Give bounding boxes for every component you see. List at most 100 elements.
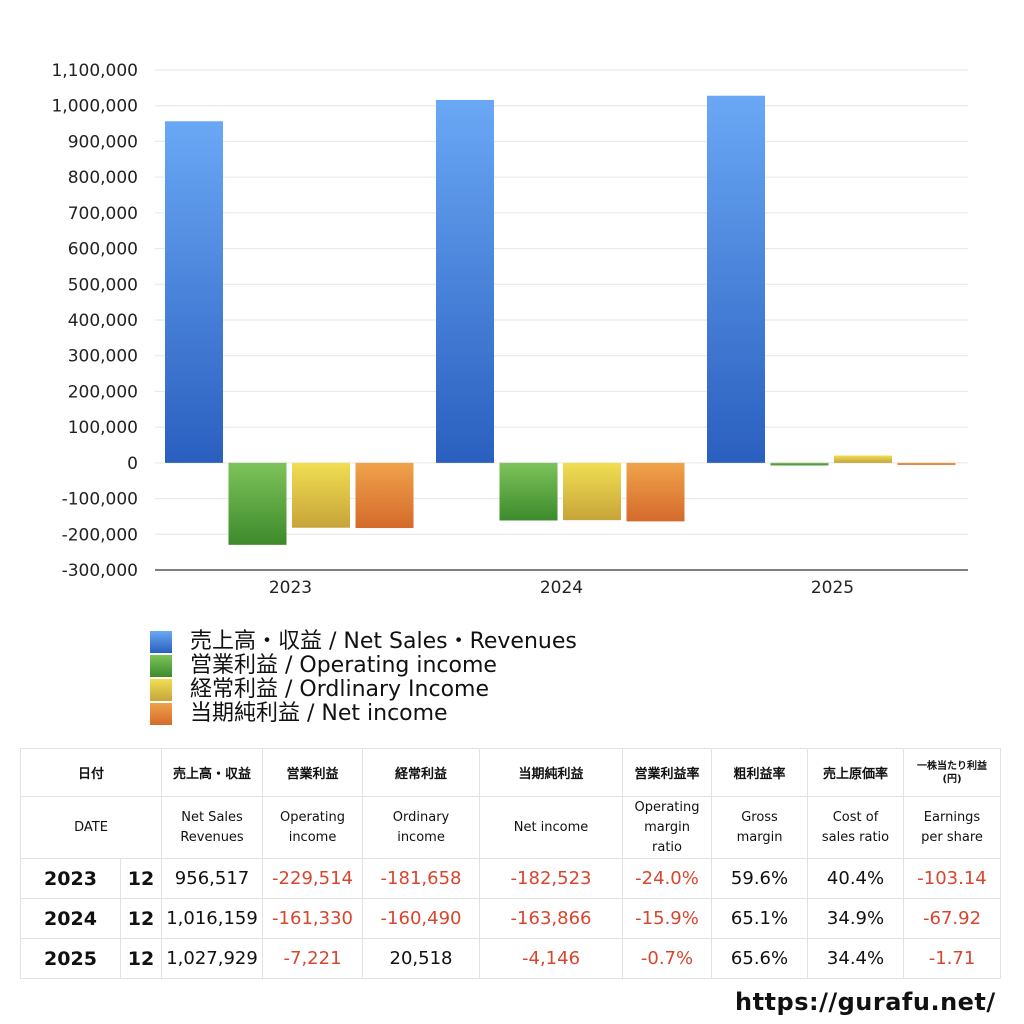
row-month: 12 bbox=[119, 858, 163, 899]
bar-net-sales-2023 bbox=[165, 121, 223, 463]
legend-item-net-income: 当期純利益 / Net income bbox=[150, 702, 577, 726]
legend-swatch-net-income bbox=[150, 703, 172, 725]
legend-item-operating-income: 営業利益 / Operating income bbox=[150, 654, 577, 678]
cell-operating-margin: -24.0% bbox=[622, 858, 713, 899]
cell-operating-income: -161,330 bbox=[262, 898, 364, 939]
bar-chart: 1,100,000 1,000,000 900,000 800,000 700,000 6… bbox=[51, 61, 968, 598]
cell-operating-margin: -0.7% bbox=[622, 938, 713, 979]
legend-item-ordinary-income: 経常利益 / Ordlinary Income bbox=[150, 678, 577, 702]
legend-swatch-ordinary-income bbox=[150, 679, 172, 701]
cell-net-income: -4,146 bbox=[479, 938, 624, 979]
cell-gross-margin: 65.1% bbox=[711, 898, 809, 939]
header-net-income-ja: 当期純利益 bbox=[479, 748, 624, 797]
y-tick-label: 300,000 bbox=[68, 347, 138, 367]
site-url: https://gurafu.net/ bbox=[735, 988, 996, 1016]
header-operating-margin-ja: 営業利益率 bbox=[622, 748, 713, 797]
y-tick-label: -300,000 bbox=[62, 561, 138, 581]
row-month: 12 bbox=[119, 898, 163, 939]
cell-eps: -67.92 bbox=[903, 898, 1002, 939]
header-operating-income-en: Operating income bbox=[262, 796, 364, 859]
bar-operating-income-2025 bbox=[770, 462, 829, 466]
legend-label: 当期純利益 / Net income bbox=[190, 701, 448, 726]
cell-net-sales: 956,517 bbox=[161, 858, 264, 899]
y-tick-label: 900,000 bbox=[68, 132, 138, 152]
table-header-ja: 日付 売上高・収益 営業利益 経常利益 当期純利益 営業利益率 粗利益率 売上原… bbox=[19, 748, 1002, 797]
cell-net-sales: 1,027,929 bbox=[161, 938, 264, 979]
legend-label: 経常利益 / Ordlinary Income bbox=[190, 677, 489, 702]
legend: 売上高・収益 / Net Sales・Revenues 営業利益 / Opera… bbox=[150, 630, 577, 726]
header-operating-margin-en: Operating margin ratio bbox=[622, 796, 713, 859]
header-date-ja: 日付 bbox=[19, 748, 163, 797]
header-date-en: DATE bbox=[19, 796, 163, 859]
y-tick-label: -200,000 bbox=[62, 525, 138, 545]
y-tick-label: 600,000 bbox=[68, 240, 138, 260]
bar-operating-income-2023 bbox=[228, 462, 287, 545]
table-header-en: DATE Net Sales Revenues Operating income… bbox=[19, 796, 1002, 859]
header-net-sales-ja: 売上高・収益 bbox=[161, 748, 264, 797]
x-tick-label: 2025 bbox=[811, 578, 854, 598]
cell-ordinary-income: -181,658 bbox=[362, 858, 481, 899]
bar-operating-income-2024 bbox=[499, 462, 558, 521]
row-year: 2024 bbox=[20, 898, 121, 939]
cell-operating-income: -7,221 bbox=[262, 938, 364, 979]
cell-ordinary-income: 20,518 bbox=[362, 938, 481, 979]
bar-net-income-2023 bbox=[355, 462, 414, 529]
x-axis-tick-labels: 2023 2024 2025 bbox=[269, 578, 854, 598]
header-net-income-en: Net income bbox=[479, 796, 624, 859]
cell-net-income: -163,866 bbox=[479, 898, 624, 939]
cell-cost-of-sales: 34.4% bbox=[807, 938, 905, 979]
bar-net-income-2025 bbox=[897, 462, 956, 465]
table-row: 2024 12 1,016,159 -161,330 -160,490 -163… bbox=[20, 898, 1002, 939]
cell-ordinary-income: -160,490 bbox=[362, 898, 481, 939]
row-year: 2023 bbox=[20, 858, 121, 899]
cell-cost-of-sales: 40.4% bbox=[807, 858, 905, 899]
header-net-sales-en: Net Sales Revenues bbox=[161, 796, 264, 859]
legend-label: 営業利益 / Operating income bbox=[190, 653, 497, 678]
cell-operating-income: -229,514 bbox=[262, 858, 364, 899]
y-axis-tick-labels: 1,100,000 1,000,000 900,000 800,000 700,000 6… bbox=[51, 61, 138, 581]
cell-eps: -103.14 bbox=[903, 858, 1002, 899]
bars bbox=[165, 95, 956, 545]
header-cost-of-sales-en: Cost of sales ratio bbox=[807, 796, 905, 859]
table-row: 2023 12 956,517 -229,514 -181,658 -182,5… bbox=[20, 858, 1002, 899]
y-tick-label: -100,000 bbox=[62, 490, 138, 510]
header-gross-margin-en: Gross margin bbox=[711, 796, 809, 859]
header-ordinary-income-en: Ordinary income bbox=[362, 796, 481, 859]
bar-ordinary-income-2023 bbox=[292, 462, 350, 528]
financial-table: 日付 売上高・収益 営業利益 経常利益 当期純利益 営業利益率 粗利益率 売上原… bbox=[19, 748, 1002, 979]
header-cost-of-sales-ja: 売上原価率 bbox=[807, 748, 905, 797]
cell-eps: -1.71 bbox=[903, 938, 1002, 979]
y-tick-label: 700,000 bbox=[68, 204, 138, 224]
cell-gross-margin: 65.6% bbox=[711, 938, 809, 979]
y-tick-label: 1,100,000 bbox=[51, 61, 138, 81]
bar-ordinary-income-2025 bbox=[834, 455, 892, 463]
grid-lines bbox=[155, 69, 968, 571]
row-year: 2025 bbox=[20, 938, 121, 979]
cell-net-sales: 1,016,159 bbox=[161, 898, 264, 939]
bar-net-sales-2025 bbox=[707, 95, 765, 463]
bar-net-income-2024 bbox=[626, 462, 685, 522]
legend-swatch-net-sales bbox=[150, 631, 172, 653]
legend-item-net-sales: 売上高・収益 / Net Sales・Revenues bbox=[150, 630, 577, 654]
table-row: 2025 12 1,027,929 -7,221 20,518 -4,146 -… bbox=[20, 938, 1002, 979]
y-tick-label: 1,000,000 bbox=[51, 97, 138, 117]
x-tick-label: 2024 bbox=[540, 578, 583, 598]
y-tick-label: 200,000 bbox=[68, 382, 138, 402]
cell-gross-margin: 59.6% bbox=[711, 858, 809, 899]
header-eps-ja: 一株当たり利益 (円) bbox=[903, 748, 1002, 797]
header-operating-income-ja: 営業利益 bbox=[262, 748, 364, 797]
legend-swatch-operating-income bbox=[150, 655, 172, 677]
y-tick-label: 400,000 bbox=[68, 311, 138, 331]
header-gross-margin-ja: 粗利益率 bbox=[711, 748, 809, 797]
y-tick-label: 500,000 bbox=[68, 275, 138, 295]
header-ordinary-income-ja: 経常利益 bbox=[362, 748, 481, 797]
y-tick-label: 100,000 bbox=[68, 418, 138, 438]
x-tick-label: 2023 bbox=[269, 578, 312, 598]
row-month: 12 bbox=[119, 938, 163, 979]
y-tick-label: 800,000 bbox=[68, 168, 138, 188]
y-tick-label: 0 bbox=[127, 454, 138, 474]
legend-label: 売上高・収益 / Net Sales・Revenues bbox=[190, 629, 577, 654]
cell-operating-margin: -15.9% bbox=[622, 898, 713, 939]
cell-net-income: -182,523 bbox=[479, 858, 624, 899]
header-eps-en: Earnings per share bbox=[903, 796, 1002, 859]
